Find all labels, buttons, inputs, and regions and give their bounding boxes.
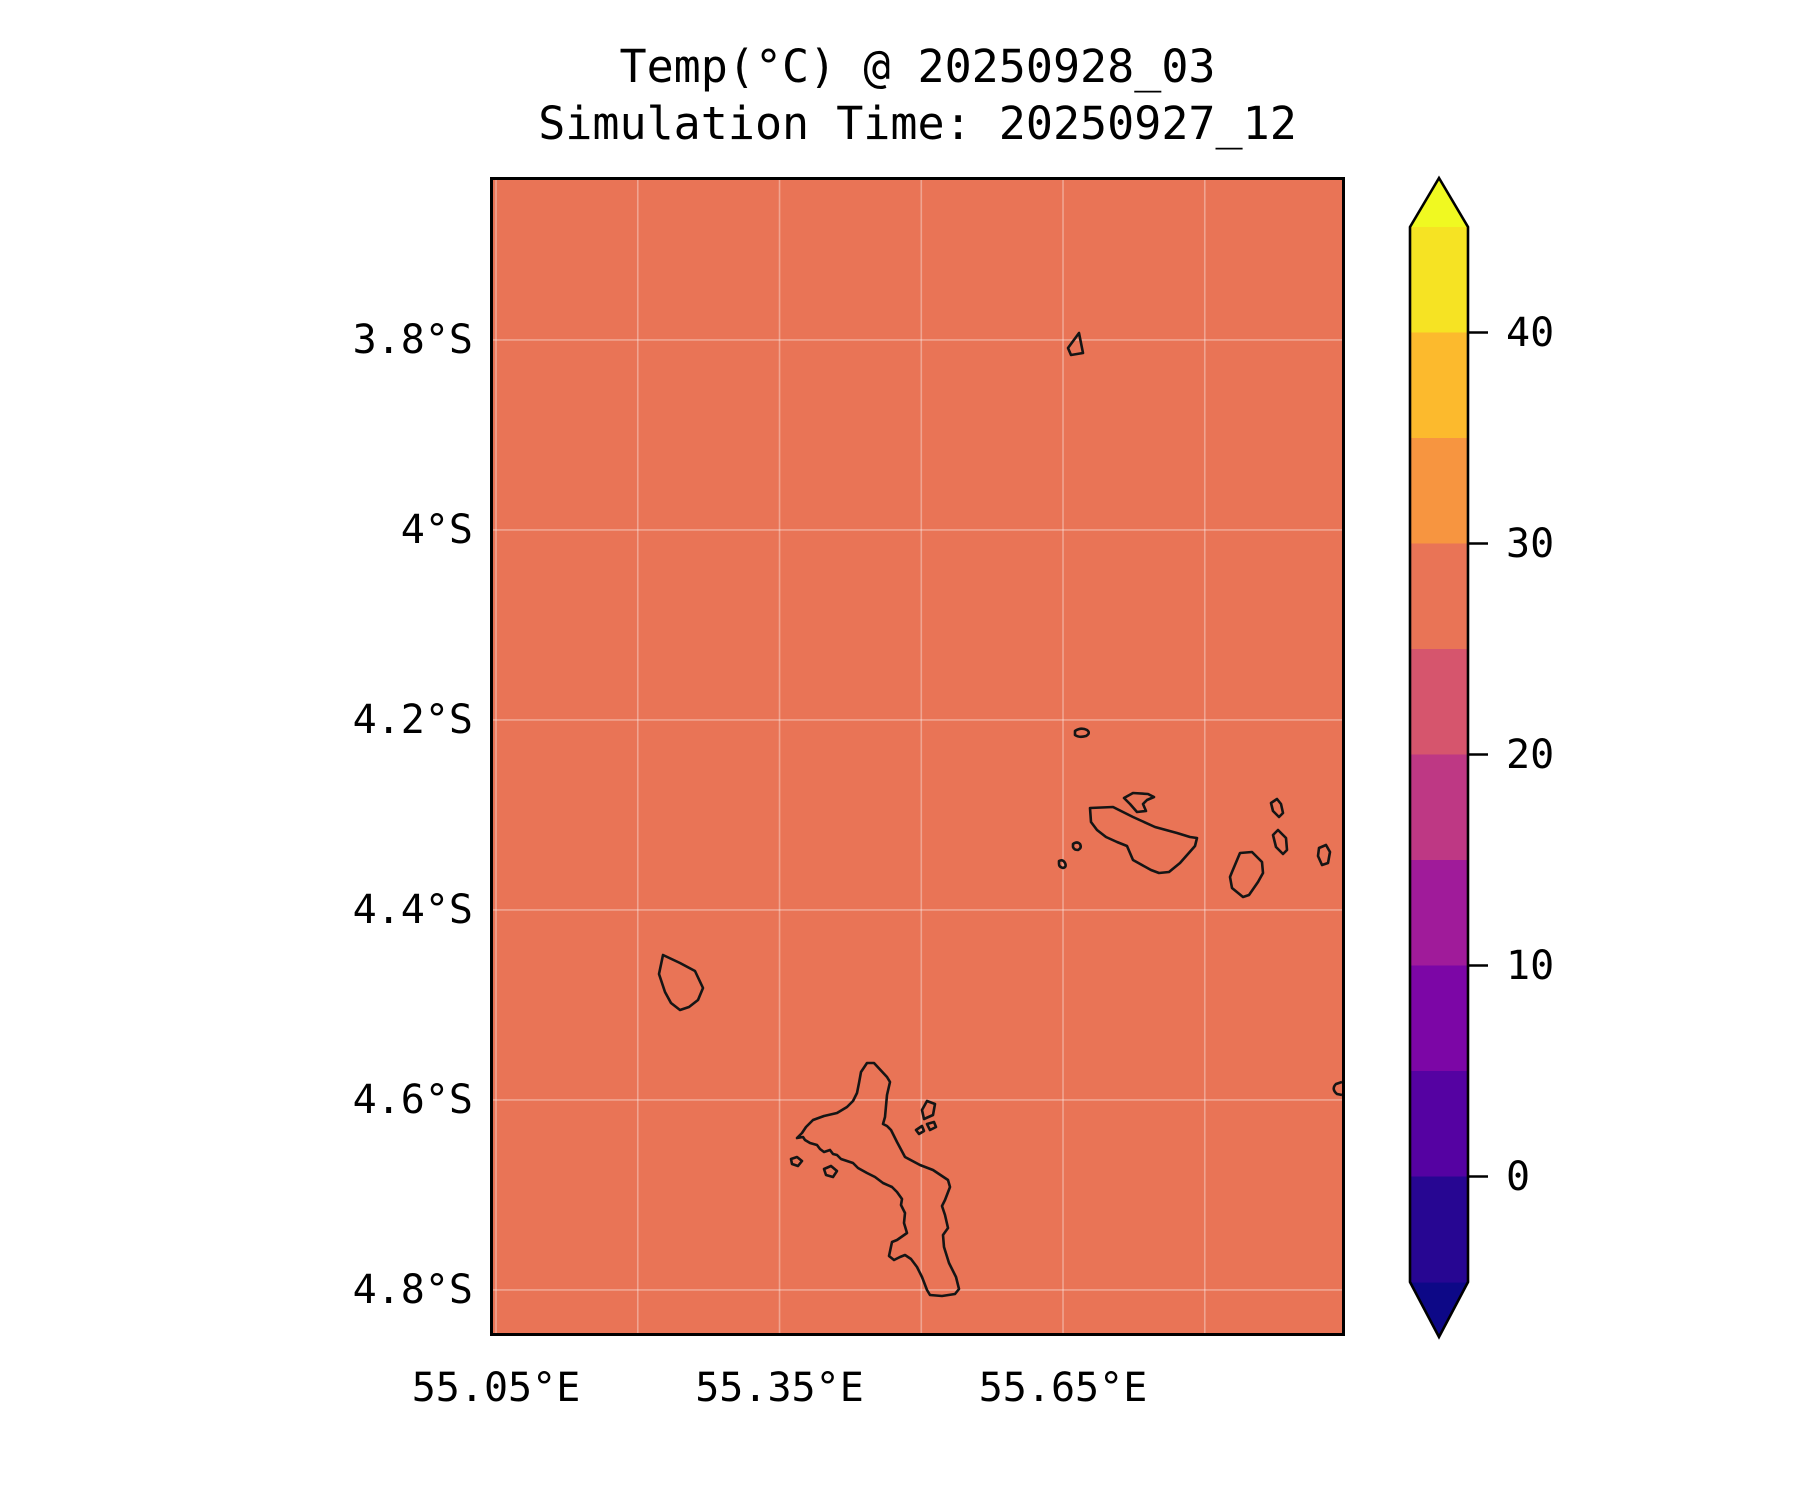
coastline-island-round-ne (1228, 850, 1265, 899)
colorbar-segment (1410, 1071, 1468, 1178)
coastlines (657, 331, 1342, 1298)
colorbar-over-arrow (1410, 178, 1468, 227)
colorbar-segments (1408, 175, 1470, 1340)
coastline-islet-dot-1 (1071, 841, 1082, 852)
map-plot-area (490, 177, 1345, 1336)
colorbar-ticks (1468, 331, 1488, 1178)
title-line-2: Simulation Time: 20250927_12 (538, 97, 1297, 150)
colorbar-under-arrow (1410, 1282, 1468, 1337)
coastline-islet-bean-east-2 (1269, 797, 1285, 819)
colorbar-tick-label: 10 (1506, 942, 1555, 989)
y-tick-label: 4.6°S (352, 1076, 473, 1123)
colorbar (1408, 175, 1488, 1340)
y-tick-label: 4.4°S (352, 886, 473, 933)
y-tick-label: 3.8°S (352, 316, 473, 363)
title-line-1: Temp(°C) @ 20250928_03 (619, 40, 1216, 93)
coastline-islet-dot-2 (1057, 859, 1067, 870)
colorbar-segment (1410, 649, 1468, 756)
coastline-island-large-south (795, 1061, 961, 1298)
colorbar-tick-label: 20 (1506, 731, 1555, 778)
coastline-islet-bird-shape (1122, 791, 1156, 814)
colorbar-tick-label: 40 (1506, 309, 1555, 356)
colorbar-segment (1410, 965, 1468, 1072)
map-canvas (493, 180, 1342, 1333)
colorbar-segment (1410, 438, 1468, 545)
colorbar-segment (1410, 1176, 1468, 1283)
gridlines (493, 180, 1342, 1333)
coastline-islet-bean-east-1 (1271, 828, 1289, 856)
coastline-islet-near-large-3 (914, 1124, 926, 1136)
colorbar-segment (1410, 754, 1468, 861)
coastline-islet-near-large-5 (822, 1164, 839, 1179)
coastline-islet-east-edge (1316, 843, 1332, 867)
y-tick-label: 4°S (400, 506, 473, 553)
figure-title: Temp(°C) @ 20250928_03 Simulation Time: … (493, 38, 1342, 152)
colorbar-tick-label: 30 (1506, 520, 1555, 567)
x-tick-label: 55.35°E (695, 1365, 864, 1411)
x-tick-label: 55.65°E (978, 1365, 1148, 1411)
y-tick-label: 4.2°S (352, 696, 473, 743)
coastline-islet-near-large-1 (920, 1099, 937, 1121)
coastline-islet-near-large-2 (925, 1120, 938, 1132)
coastline-islet-near-large-4 (789, 1155, 804, 1168)
colorbar-segment (1410, 543, 1468, 650)
coastline-island-elongated-ne (1088, 805, 1199, 875)
coastline-islet-north (1066, 331, 1085, 357)
colorbar-segment (1410, 227, 1468, 334)
coastline-islet-clipped-right (1332, 1080, 1342, 1097)
colorbar-tick-label: 0 (1506, 1153, 1531, 1200)
coastline-islet-lens (1073, 727, 1091, 739)
x-tick-label: 55.05°E (411, 1365, 581, 1411)
colorbar-segment (1410, 332, 1468, 439)
colorbar-outline (1408, 175, 1470, 1340)
colorbar-segment (1410, 860, 1468, 967)
coastline-island-teardrop-west (657, 953, 705, 1012)
y-tick-label: 4.8°S (352, 1266, 473, 1313)
